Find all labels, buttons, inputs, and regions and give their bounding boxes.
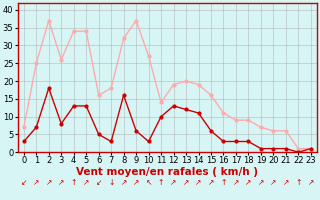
Text: ↗: ↗: [270, 178, 276, 187]
X-axis label: Vent moyen/en rafales ( km/h ): Vent moyen/en rafales ( km/h ): [76, 167, 258, 177]
Text: ↗: ↗: [195, 178, 202, 187]
Text: ↑: ↑: [295, 178, 301, 187]
Text: ↑: ↑: [70, 178, 77, 187]
Text: ↗: ↗: [133, 178, 139, 187]
Text: ↗: ↗: [120, 178, 127, 187]
Text: ↗: ↗: [83, 178, 89, 187]
Text: ↗: ↗: [283, 178, 289, 187]
Text: ↗: ↗: [170, 178, 177, 187]
Text: ↗: ↗: [58, 178, 64, 187]
Text: ↗: ↗: [45, 178, 52, 187]
Text: ↖: ↖: [145, 178, 152, 187]
Text: ↗: ↗: [258, 178, 264, 187]
Text: ↙: ↙: [95, 178, 102, 187]
Text: ↗: ↗: [33, 178, 39, 187]
Text: ↗: ↗: [245, 178, 252, 187]
Text: ↓: ↓: [108, 178, 114, 187]
Text: ↗: ↗: [308, 178, 314, 187]
Text: ↑: ↑: [220, 178, 227, 187]
Text: ↗: ↗: [208, 178, 214, 187]
Text: ↗: ↗: [233, 178, 239, 187]
Text: ↗: ↗: [183, 178, 189, 187]
Text: ↑: ↑: [158, 178, 164, 187]
Text: ↙: ↙: [20, 178, 27, 187]
